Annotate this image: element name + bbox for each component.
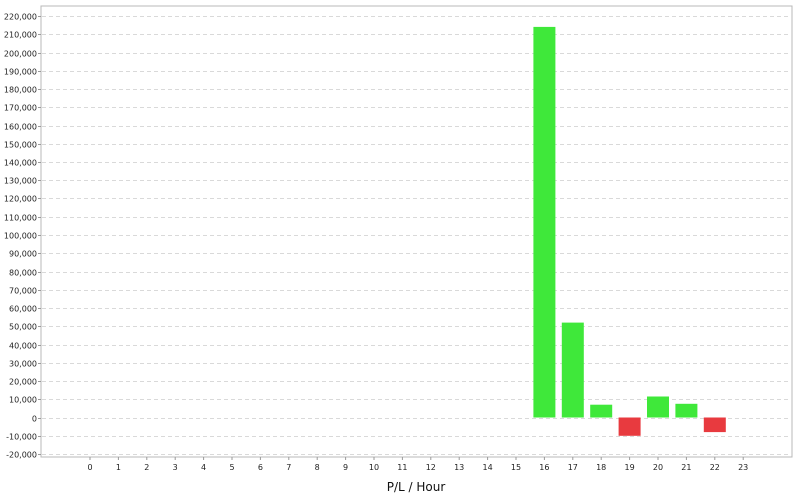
x-tick-label: 6 [258,463,263,472]
x-tick-label: 14 [483,463,493,472]
y-tick-label: 180,000 [4,86,37,95]
y-tick-label: 160,000 [4,123,37,132]
x-tick-label: 21 [681,463,691,472]
y-tick-label: 80,000 [9,269,37,278]
x-tick-label: 15 [511,463,521,472]
bar-hour-17 [561,322,584,418]
x-tick-label: 5 [229,463,234,472]
x-tick-label: 8 [315,463,320,472]
y-tick-label: 110,000 [4,214,37,223]
y-tick-label: 200,000 [4,50,37,59]
x-tick-label: 9 [343,463,348,472]
x-tick-label: 17 [568,463,578,472]
x-tick-label: 23 [738,463,748,472]
y-tick-label: 150,000 [4,141,37,150]
x-tick-label: 7 [286,463,291,472]
x-tick-label: 12 [426,463,436,472]
y-tick-label: 50,000 [9,323,37,332]
y-tick-label: 120,000 [4,195,37,204]
x-tick-label: 11 [397,463,407,472]
bar-hour-19 [618,417,641,436]
x-tick-label: 10 [369,463,379,472]
x-tick-label: 1 [116,463,121,472]
y-tick-label: 90,000 [9,250,37,259]
bar-hour-20 [647,396,669,418]
x-tick-label: 2 [144,463,149,472]
bar-hour-22 [703,417,726,433]
y-axis-ticks: -20,000 -10,000 0 10,000 20,000 30,000 40,000 5… [4,13,41,460]
y-tick-label: -10,000 [6,433,37,442]
y-tick-label: 70,000 [9,287,37,296]
y-tick-label: 130,000 [4,177,37,186]
y-tick-label: 100,000 [4,232,37,241]
x-tick-label: 0 [87,463,92,472]
x-axis-title: P/L / Hour [387,480,446,494]
bar-hour-16 [533,26,556,418]
y-tick-label: 30,000 [9,360,37,369]
grid-lines [42,16,791,455]
bars [533,26,726,436]
x-tick-label: 16 [539,463,549,472]
x-axis-ticks: 0 1 2 3 4 5 6 7 8 9 10 11 12 13 14 15 16 17 18 19 20 21 22 23 [87,457,748,472]
y-tick-label: 0 [32,415,37,424]
x-tick-label: 4 [201,463,206,472]
y-tick-label: 60,000 [9,305,37,314]
x-tick-label: 20 [653,463,663,472]
y-tick-label: 140,000 [4,159,37,168]
plot-area [40,5,793,458]
x-tick-label: 3 [173,463,178,472]
x-tick-label: 18 [596,463,606,472]
bar-hour-21 [675,403,698,418]
y-tick-label: 190,000 [4,68,37,77]
y-tick-label: 10,000 [9,396,37,405]
y-tick-label: 40,000 [9,342,37,351]
x-tick-label: 19 [625,463,635,472]
y-tick-label: 220,000 [4,13,37,22]
x-tick-label: 22 [710,463,720,472]
y-tick-label: -20,000 [6,451,37,460]
y-tick-label: 20,000 [9,378,37,387]
y-tick-label: 210,000 [4,31,37,40]
bar-hour-18 [590,404,613,418]
x-tick-label: 13 [454,463,464,472]
y-tick-label: 170,000 [4,104,37,113]
